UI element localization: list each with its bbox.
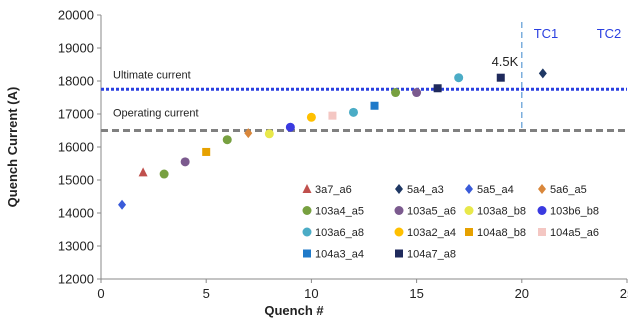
x-tick-label: 0 — [97, 286, 104, 301]
data-point-104a8_b8 — [202, 147, 211, 156]
legend: 3a7_a6 5a4_a3 5a5_a4 5a6_a5 103a4_a5 103a5_a6… — [302, 184, 599, 261]
data-points-layer — [118, 68, 547, 210]
x-tick-label: 15 — [409, 286, 423, 301]
legend-label: 104a5_a6 — [550, 227, 599, 239]
operating-current-label: Operating current — [113, 108, 199, 120]
legend-label: 103a4_a5 — [315, 206, 364, 218]
y-tick-label: 17000 — [58, 107, 94, 122]
legend-label: 104a8_b8 — [477, 227, 526, 239]
legend-label: 103a8_b8 — [477, 206, 526, 218]
data-point-103a2_a4 — [306, 112, 316, 122]
legend-marker-103b6_b8 — [537, 206, 547, 215]
data-point-103a8_b8 — [264, 129, 274, 139]
legend-label: 103a2_a4 — [407, 227, 456, 239]
x-tick-label: 5 — [203, 286, 210, 301]
legend-marker-104a3_a4 — [303, 249, 311, 258]
legend-marker-103a5_a6 — [394, 206, 404, 215]
data-point-104a5_a6 — [328, 111, 337, 120]
data-point-104a3_a4 — [370, 101, 379, 110]
data-point-103b6_b8 — [285, 122, 295, 132]
legend-label: 103b6_b8 — [550, 206, 599, 218]
data-point-103a4_a5 — [391, 88, 401, 98]
legend-label: 104a3_a4 — [315, 249, 364, 261]
data-point-103a5_a6 — [180, 157, 190, 167]
reference-lines-layer: Ultimate current Operating current TC1 TC2 4… — [101, 22, 627, 132]
legend-label: 3a7_a6 — [315, 184, 352, 196]
legend-marker-104a5_a6 — [538, 228, 546, 236]
y-tick-label: 14000 — [58, 206, 94, 221]
y-tick-label: 18000 — [58, 74, 94, 89]
y-tick-label: 13000 — [58, 239, 94, 254]
data-point-103a6_a8 — [454, 73, 464, 83]
data-point-5a5_a4 — [118, 199, 127, 210]
data-point-3a7_a6 — [138, 167, 148, 177]
y-tick-label: 16000 — [58, 140, 94, 155]
tc1-label: TC1 — [534, 26, 559, 41]
legend-marker-104a8_b8 — [465, 228, 473, 236]
legend-marker-103a6_a8 — [302, 227, 312, 237]
data-point-103a6_a8 — [348, 107, 358, 117]
x-tick-label: 25 — [620, 286, 628, 301]
legend-marker-5a6_a5 — [538, 184, 546, 194]
legend-label: 5a5_a4 — [477, 184, 514, 196]
ultimate-current-label: Ultimate current — [113, 69, 191, 81]
legend-label: 5a6_a5 — [550, 184, 587, 196]
x-tick-label: 20 — [515, 286, 529, 301]
data-point-103a5_a6 — [412, 88, 422, 98]
legend-marker-104a7_a8 — [395, 249, 403, 258]
x-axis-title: Quench # — [264, 303, 324, 318]
annotation-4-5k: 4.5K — [492, 54, 519, 69]
axes-layer: 12000 13000 14000 15000 16000 17000 18000 19000… — [5, 8, 628, 319]
y-axis-title: Quench Current (A) — [5, 87, 20, 208]
legend-label: 103a5_a6 — [407, 206, 456, 218]
legend-marker-5a4_a3 — [395, 184, 403, 194]
legend-marker-5a5_a4 — [465, 184, 473, 194]
data-point-5a6_a5 — [244, 128, 253, 139]
y-tick-label: 12000 — [58, 272, 94, 287]
y-tick-label: 20000 — [58, 8, 94, 23]
legend-label: 104a7_a8 — [407, 249, 456, 261]
legend-label: 5a4_a3 — [407, 184, 444, 196]
tc2-label: TC2 — [597, 26, 622, 41]
legend-label: 103a6_a8 — [315, 227, 364, 239]
legend-marker-103a2_a4 — [394, 227, 404, 237]
data-point-103a4_a5 — [222, 135, 232, 145]
legend-marker-103a4_a5 — [302, 206, 312, 215]
legend-marker-103a8_b8 — [464, 206, 474, 215]
data-point-104a7_a8 — [433, 84, 442, 93]
x-tick-label: 10 — [304, 286, 318, 301]
y-tick-label: 15000 — [58, 173, 94, 188]
data-point-104a7_a8 — [496, 73, 505, 82]
legend-marker-3a7_a6 — [302, 184, 312, 193]
data-point-103a4_a5 — [159, 169, 169, 179]
data-point-5a4_a3 — [538, 68, 547, 79]
y-tick-label: 19000 — [58, 41, 94, 56]
